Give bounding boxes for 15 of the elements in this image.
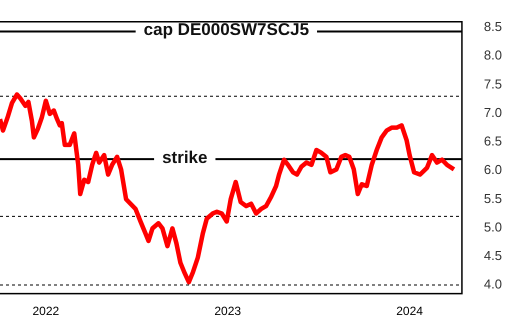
y-tick-label: 8.5 bbox=[484, 19, 502, 34]
y-tick-label: 5.5 bbox=[484, 190, 502, 206]
x-tick-label: 2024 bbox=[396, 304, 424, 318]
x-tick-label: 2023 bbox=[214, 304, 242, 318]
y-tick-label: 4.0 bbox=[484, 276, 502, 292]
ref-line-label: strike bbox=[162, 148, 208, 167]
y-tick-label: 6.0 bbox=[484, 162, 502, 178]
y-tick-label: 7.0 bbox=[484, 104, 502, 120]
y-tick-label: 5.0 bbox=[484, 219, 502, 234]
y-tick-label: 6.5 bbox=[484, 134, 502, 149]
y-tick-label: 8.0 bbox=[484, 48, 502, 63]
x-tick-label: 2022 bbox=[32, 304, 60, 318]
y-tick-label: 7.5 bbox=[484, 76, 502, 92]
ref-line-label: cap DE000SW7SCJ5 bbox=[144, 20, 310, 40]
y-tick-label: 4.5 bbox=[484, 248, 502, 263]
